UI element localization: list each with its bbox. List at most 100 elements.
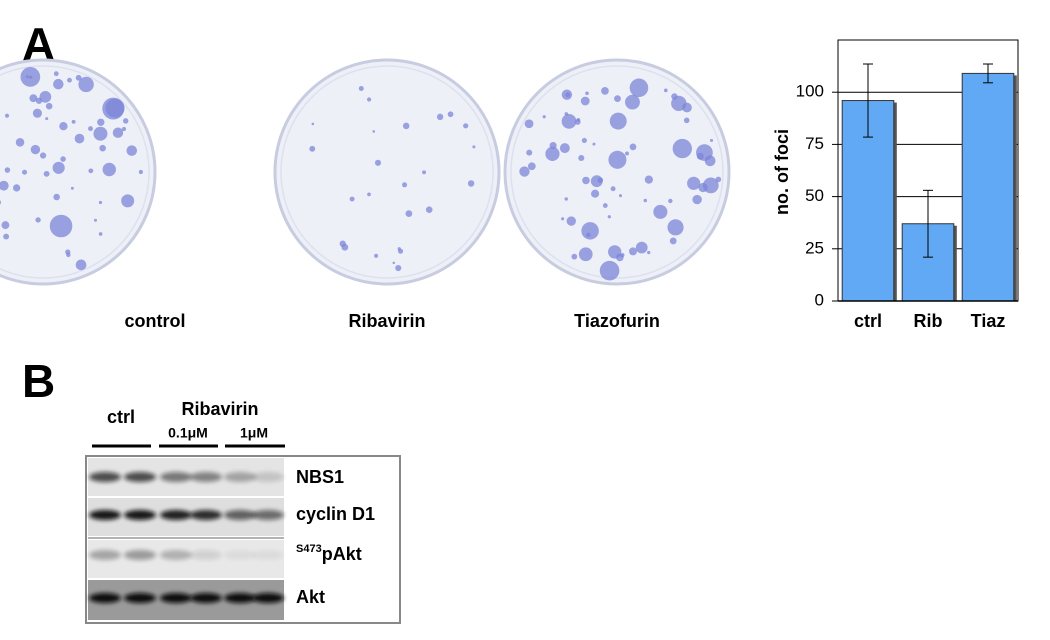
- colony: [374, 159, 382, 166]
- blot-band: [252, 472, 284, 482]
- colony: [644, 175, 653, 184]
- y-tick-label: 75: [805, 134, 824, 153]
- x-tick-label: Tiaz: [971, 311, 1006, 331]
- colony: [653, 204, 668, 219]
- colony: [311, 122, 315, 126]
- row-label: S473pAkt: [296, 543, 362, 564]
- row-label: cyclin D1: [296, 504, 375, 524]
- colony: [578, 247, 593, 262]
- colony: [88, 168, 94, 174]
- colony: [53, 193, 60, 201]
- colony: [43, 170, 50, 177]
- colony: [629, 143, 637, 151]
- x-tick-label: Rib: [914, 311, 943, 331]
- y-tick-label: 0: [815, 290, 824, 309]
- blot-band: [224, 510, 256, 520]
- colony: [582, 176, 590, 185]
- colony: [542, 115, 546, 119]
- colony: [60, 156, 66, 162]
- colony: [608, 150, 627, 169]
- colony: [519, 166, 530, 177]
- colony: [467, 180, 475, 187]
- colony: [29, 94, 38, 103]
- colony: [126, 145, 138, 156]
- colony: [366, 97, 372, 102]
- colony: [402, 122, 410, 130]
- lane-header: Ribavirin: [181, 399, 258, 419]
- blot-band: [252, 593, 284, 603]
- blot-band: [224, 593, 256, 603]
- colony: [609, 112, 627, 130]
- colony: [629, 78, 649, 98]
- colony: [527, 162, 536, 171]
- colony: [67, 77, 72, 83]
- colony: [30, 144, 41, 155]
- blot-band: [190, 550, 222, 560]
- colony: [618, 194, 623, 198]
- lane-header: 0.1μM: [168, 425, 208, 441]
- colony: [4, 167, 11, 173]
- colony: [614, 95, 621, 103]
- colony: [591, 189, 600, 198]
- colony: [102, 162, 116, 177]
- colony: [405, 210, 413, 217]
- colony: [696, 152, 704, 160]
- y-tick-label: 50: [805, 186, 824, 205]
- colony: [692, 194, 702, 205]
- colony: [663, 88, 668, 93]
- colony: [526, 149, 533, 156]
- colony: [121, 126, 127, 132]
- colony: [436, 113, 444, 121]
- colony: [349, 196, 355, 202]
- colony: [564, 112, 569, 116]
- colony: [669, 237, 677, 245]
- colony: [647, 250, 651, 255]
- error-bar: [923, 189, 933, 258]
- petri-dish: [273, 58, 501, 286]
- colony: [668, 198, 673, 204]
- colony: [341, 243, 349, 251]
- colony: [45, 117, 49, 121]
- row-text: pAkt: [322, 544, 362, 564]
- colony: [358, 86, 364, 91]
- blot-band: [124, 472, 156, 482]
- colony: [15, 138, 25, 147]
- colony: [20, 67, 41, 87]
- colony: [93, 218, 98, 222]
- colony: [3, 233, 10, 240]
- colony: [392, 261, 396, 265]
- blot-band: [124, 510, 156, 520]
- colony: [65, 249, 71, 255]
- colony: [97, 118, 105, 126]
- colony: [608, 245, 622, 259]
- colony: [671, 93, 678, 100]
- colony: [559, 143, 570, 154]
- colony: [578, 154, 585, 162]
- colony: [607, 215, 611, 219]
- blot-band: [160, 510, 192, 520]
- colony: [601, 87, 609, 95]
- colony: [35, 217, 41, 223]
- y-axis-label: no. of foci: [772, 129, 792, 215]
- colony: [53, 71, 59, 77]
- colony: [71, 119, 76, 124]
- dish-label: control: [125, 311, 186, 331]
- colony: [75, 74, 82, 81]
- colony: [561, 89, 573, 100]
- row-label: Akt: [296, 587, 325, 607]
- colony: [32, 108, 42, 118]
- colony: [561, 113, 577, 129]
- colony: [45, 102, 53, 110]
- colony: [564, 197, 568, 201]
- colony: [571, 253, 578, 260]
- dish-label: Tiazofurin: [574, 311, 660, 331]
- colony: [121, 194, 135, 208]
- colony: [35, 97, 43, 104]
- colony: [402, 182, 408, 188]
- superscript: S473: [296, 543, 322, 555]
- blot-band: [124, 550, 156, 560]
- colony: [395, 264, 402, 272]
- colony: [629, 247, 637, 256]
- bar: [961, 72, 1015, 302]
